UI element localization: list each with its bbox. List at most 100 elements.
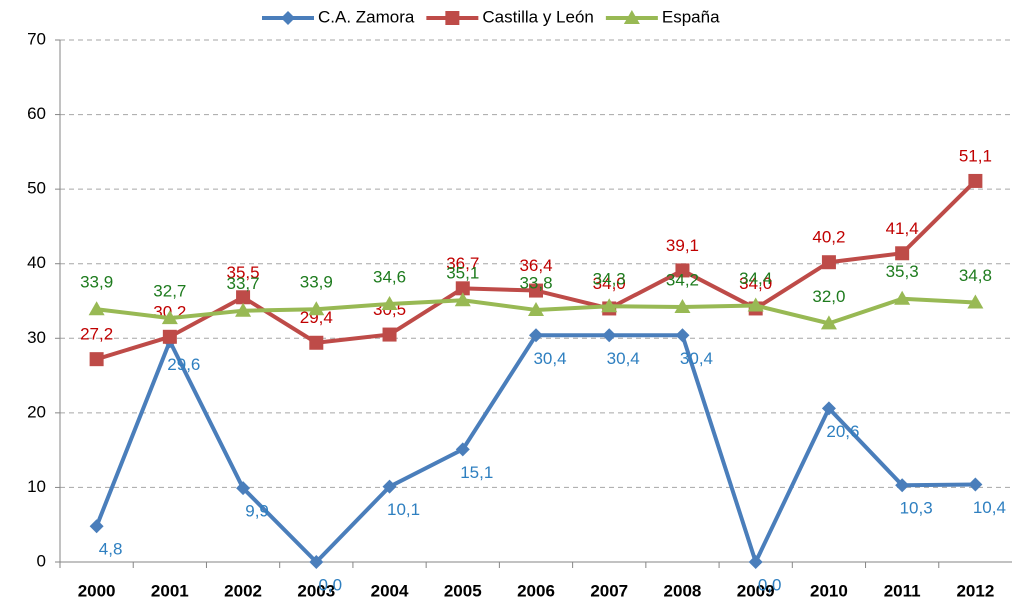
- data-label: 33,9: [300, 273, 333, 292]
- legend-marker: [281, 11, 295, 25]
- data-point: [895, 246, 910, 261]
- data-label: 10,4: [973, 498, 1006, 517]
- data-point: [528, 301, 544, 316]
- data-label: 32,0: [812, 287, 845, 306]
- data-label: 34,3: [593, 270, 626, 289]
- legend-label: España: [662, 7, 720, 26]
- x-tick-label: 2001: [151, 581, 189, 600]
- data-label: 29,6: [167, 355, 200, 374]
- data-point: [89, 519, 104, 534]
- data-point: [968, 173, 983, 188]
- data-point: [894, 290, 911, 305]
- data-label: 34,2: [666, 270, 699, 289]
- data-label: 34,6: [373, 267, 406, 286]
- y-tick-label: 70: [27, 29, 46, 48]
- x-tick-label: 2003: [297, 581, 335, 600]
- data-point: [236, 481, 251, 496]
- data-point: [162, 329, 177, 344]
- data-point: [967, 294, 984, 309]
- y-tick-label: 60: [27, 104, 46, 123]
- x-tick-label: 2004: [371, 581, 409, 600]
- data-point: [309, 555, 324, 569]
- legend-marker: [623, 10, 640, 24]
- data-label: 10,1: [387, 500, 420, 519]
- data-point: [382, 327, 397, 342]
- data-point: [161, 310, 178, 325]
- x-tick-label: 2002: [224, 581, 262, 600]
- data-label: 35,1: [446, 264, 479, 283]
- data-label: 34,4: [739, 269, 772, 288]
- x-tick-label: 2008: [664, 581, 702, 600]
- y-tick-label: 40: [27, 253, 46, 272]
- data-label: 30,4: [607, 349, 640, 368]
- data-label: 0,0: [318, 575, 342, 594]
- data-label: 33,8: [519, 273, 552, 292]
- x-tick-label: 2011: [884, 581, 921, 600]
- data-point: [820, 315, 837, 330]
- data-point: [89, 352, 104, 367]
- data-label: 32,7: [153, 282, 186, 301]
- data-label: 27,2: [80, 325, 113, 344]
- data-label: 9,9: [245, 502, 269, 521]
- data-point: [821, 255, 836, 270]
- y-tick-label: 30: [27, 328, 46, 347]
- x-tick-label: 2010: [810, 581, 848, 600]
- legend-label: Castilla y León: [482, 7, 594, 26]
- y-tick-label: 50: [27, 179, 46, 198]
- data-label: 35,3: [886, 262, 919, 281]
- data-label: 4,8: [99, 540, 123, 559]
- y-tick-label: 10: [27, 477, 46, 496]
- data-point: [308, 301, 325, 316]
- data-label: 30,4: [533, 349, 566, 368]
- data-point: [455, 442, 470, 457]
- data-label: 34,0: [593, 274, 626, 293]
- data-label: 15,1: [460, 463, 493, 482]
- data-label: 35,5: [227, 263, 260, 282]
- data-point: [309, 335, 324, 350]
- data-point: [601, 298, 618, 313]
- data-label: 51,1: [959, 146, 992, 165]
- data-label: 39,1: [666, 236, 699, 255]
- x-tick-label: 2012: [956, 581, 994, 600]
- x-tick-label: 2000: [78, 581, 116, 600]
- data-label: 20,6: [826, 422, 859, 441]
- x-tick-label: 2009: [737, 581, 775, 600]
- x-tick-label: 2005: [444, 581, 482, 600]
- data-point: [821, 401, 836, 416]
- legend-marker: [445, 11, 460, 25]
- data-point: [455, 281, 470, 296]
- data-point: [88, 301, 105, 316]
- data-point: [381, 295, 398, 310]
- data-point: [674, 298, 691, 313]
- data-point: [382, 479, 397, 494]
- legend-label: C.A. Zamora: [318, 7, 415, 26]
- data-label: 36,4: [519, 256, 552, 275]
- data-point: [236, 290, 251, 305]
- data-label: 29,4: [300, 308, 333, 327]
- data-point: [675, 328, 690, 343]
- data-label: 41,4: [886, 219, 919, 238]
- data-label: 10,3: [900, 499, 933, 518]
- data-label: 30,4: [680, 349, 713, 368]
- data-point: [529, 328, 543, 343]
- data-label: 40,2: [812, 228, 845, 247]
- data-point: [748, 555, 763, 569]
- data-label: 34,8: [959, 266, 992, 285]
- data-point: [968, 477, 983, 492]
- data-point: [454, 292, 471, 307]
- data-point: [529, 283, 543, 298]
- data-point: [235, 302, 252, 317]
- data-label: 36,7: [446, 254, 479, 273]
- x-tick-label: 2006: [517, 581, 555, 600]
- series-line: [94, 333, 976, 564]
- y-tick-label: 20: [27, 402, 46, 421]
- data-label: 34,0: [739, 274, 772, 293]
- data-label: 0,0: [758, 575, 782, 594]
- data-point: [602, 328, 617, 343]
- data-point: [895, 478, 910, 493]
- y-tick-label: 0: [37, 551, 46, 570]
- data-label: 33,7: [227, 274, 260, 293]
- data-point: [675, 263, 690, 278]
- data-point: [747, 297, 764, 312]
